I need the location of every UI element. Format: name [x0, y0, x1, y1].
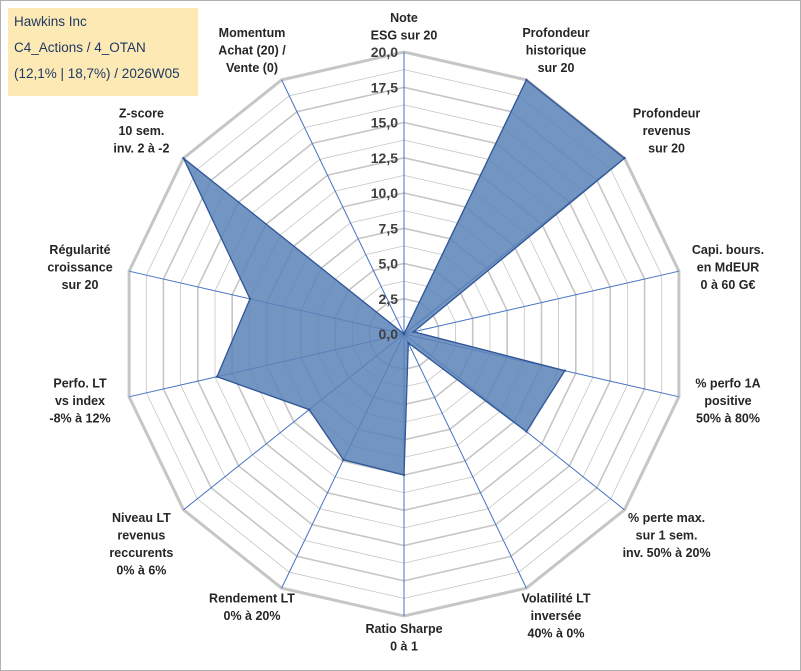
data-point — [623, 157, 626, 160]
axis-label-line: Volatilité LT — [522, 591, 591, 605]
axis-spoke — [403, 333, 527, 589]
axis-label-line: inv. 2 à -2 — [113, 142, 169, 156]
axis-label-line: sur 1 sem. — [636, 528, 698, 542]
axis-label-line: inversée — [531, 609, 582, 623]
data-point — [402, 473, 406, 477]
data-point — [525, 430, 528, 433]
axis-label-line: Note — [390, 11, 418, 25]
axis-label-line: 10 sem. — [118, 124, 164, 138]
axis-label: Rendement LT 0% à 20% — [209, 591, 295, 623]
axis-label-line: Niveau LT — [112, 511, 171, 525]
tick-label: 15,0 — [371, 115, 398, 131]
axis-label-line: croissance — [47, 261, 112, 275]
axis-label-line: Momentum — [219, 26, 286, 40]
axis-label-line: vs index — [55, 394, 105, 408]
axis-label-line: Ratio Sharpe — [365, 622, 442, 636]
axis-label-line: sur 20 — [538, 61, 575, 75]
axis-label-line: 0% à 20% — [224, 609, 281, 623]
axis-label-line: Z-score — [119, 107, 164, 121]
axis-label-line: sur 20 — [648, 142, 685, 156]
axis-label-line: Vente (0) — [226, 61, 278, 75]
axis-label: Profondeur revenus sur 20 — [633, 107, 700, 156]
tick-label: 5,0 — [379, 256, 399, 272]
axis-label-line: revenus — [117, 528, 165, 542]
axis-label: Momentum Achat (20) / Vente (0) — [218, 26, 286, 75]
axis-label-line: Capi. bours. — [692, 243, 764, 257]
axis-label-line: historique — [526, 44, 586, 58]
data-point — [525, 78, 528, 82]
company-name: Hawkins Inc — [14, 14, 87, 29]
axis-label-line: Profondeur — [633, 107, 700, 121]
axis-label-line: ESG sur 20 — [371, 29, 438, 43]
data-point — [342, 458, 345, 461]
category-label: C4_Actions / 4_OTAN — [14, 40, 146, 55]
series-area — [182, 78, 626, 476]
axis-label: Niveau LT revenus reccurents 0% à 6% — [109, 511, 173, 578]
axis-label: Ratio Sharpe 0 à 1 — [365, 622, 442, 654]
stats-label: (12,1% | 18,7%) / 2026W05 — [14, 66, 180, 81]
axis-label: Perfo. LT vs index -8% à 12% — [49, 377, 110, 426]
axis-label: % perfo 1A positive 50% à 80% — [695, 377, 760, 426]
axis-label-line: Profondeur — [522, 26, 589, 40]
axis-label-line: 50% à 80% — [696, 412, 760, 426]
data-point — [402, 332, 406, 336]
axis-label: % perte max. sur 1 sem. inv. 50% à 20% — [623, 511, 711, 560]
axis-label: Profondeur historique sur 20 — [522, 26, 589, 75]
axis-label: Note ESG sur 20 — [371, 11, 438, 43]
axis-spoke — [403, 270, 680, 335]
axis-label: Capi. bours. en MdEUR 0 à 60 G€ — [692, 243, 764, 292]
axis-label-line: Rendement LT — [209, 591, 295, 605]
data-point — [308, 408, 311, 411]
tick-label: 7,5 — [379, 220, 399, 236]
axis-label: Régularité croissance sur 20 — [47, 243, 112, 292]
tick-label: 12,5 — [371, 150, 398, 166]
axis-label-line: inv. 50% à 20% — [623, 546, 711, 560]
axis-label-line: revenus — [643, 124, 691, 138]
tick-label: 2,5 — [379, 291, 399, 307]
axis-label-line: % perte max. — [628, 511, 705, 525]
axis-label-line: Perfo. LT — [53, 377, 107, 391]
axis-label-line: Régularité — [49, 243, 110, 257]
axis-spoke — [281, 79, 405, 335]
data-point — [182, 157, 185, 160]
axis-label-line: sur 20 — [62, 278, 99, 292]
data-point — [563, 369, 566, 372]
axis-label-line: reccurents — [109, 546, 173, 560]
axis-label-line: positive — [704, 394, 751, 408]
tick-label: 17,5 — [371, 79, 398, 95]
axis-label-line: Achat (20) / — [218, 44, 286, 58]
tick-label: 10,0 — [371, 185, 398, 201]
axis-label-line: 40% à 0% — [528, 626, 585, 640]
data-point — [407, 341, 410, 345]
axis-label-line: % perfo 1A — [695, 377, 760, 391]
tick-label: 0,0 — [379, 326, 399, 342]
axis-label-line: 0 à 60 G€ — [701, 278, 756, 292]
data-point — [412, 330, 415, 333]
axis-label-line: 0% à 6% — [116, 563, 166, 577]
axis-label: Volatilité LT inversée 40% à 0% — [522, 591, 591, 640]
axis-label-line: en MdEUR — [697, 261, 760, 275]
info-box: Hawkins Inc C4_Actions / 4_OTAN (12,1% |… — [8, 8, 198, 96]
axis-label-line: -8% à 12% — [49, 412, 110, 426]
data-point — [215, 375, 219, 378]
axis-label-line: 0 à 1 — [390, 640, 418, 654]
data-point — [248, 297, 252, 301]
tick-label: 20,0 — [371, 44, 398, 60]
axis-label: Z-score 10 sem. inv. 2 à -2 — [113, 107, 169, 156]
